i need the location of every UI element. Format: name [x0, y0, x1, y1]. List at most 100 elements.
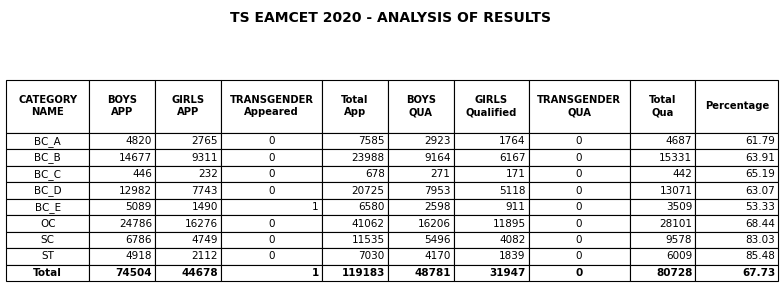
Text: 15331: 15331	[659, 153, 693, 163]
Text: 4170: 4170	[424, 251, 451, 262]
Text: 0: 0	[576, 235, 583, 245]
Text: 4918: 4918	[126, 251, 152, 262]
Text: 678: 678	[365, 169, 385, 179]
Text: 83.03: 83.03	[746, 235, 775, 245]
Text: 63.07: 63.07	[746, 185, 775, 196]
Text: 14677: 14677	[119, 153, 152, 163]
Text: 16206: 16206	[417, 218, 451, 229]
Text: ST: ST	[41, 251, 54, 262]
Text: 232: 232	[198, 169, 218, 179]
Text: 74504: 74504	[115, 268, 152, 278]
Text: 0: 0	[268, 218, 275, 229]
Text: 0: 0	[576, 136, 583, 146]
Text: 6009: 6009	[666, 251, 693, 262]
Text: 0: 0	[268, 251, 275, 262]
Text: Total
App: Total App	[341, 95, 369, 117]
Text: 119183: 119183	[342, 268, 385, 278]
Text: 68.44: 68.44	[746, 218, 775, 229]
Text: 12982: 12982	[119, 185, 152, 196]
Text: 23988: 23988	[352, 153, 385, 163]
Text: Total: Total	[34, 268, 62, 278]
Text: 11895: 11895	[492, 218, 526, 229]
Text: 5496: 5496	[424, 235, 451, 245]
Text: TRANSGENDER
QUA: TRANSGENDER QUA	[537, 95, 621, 117]
Text: 7743: 7743	[191, 185, 218, 196]
Text: 4082: 4082	[499, 235, 526, 245]
Text: 63.91: 63.91	[746, 153, 775, 163]
Text: 28101: 28101	[659, 218, 693, 229]
Text: 1839: 1839	[499, 251, 526, 262]
Text: 2112: 2112	[191, 251, 218, 262]
Text: 53.33: 53.33	[746, 202, 775, 212]
Text: 0: 0	[576, 268, 583, 278]
Text: 1: 1	[312, 202, 319, 212]
Text: 67.73: 67.73	[742, 268, 775, 278]
Text: 0: 0	[268, 136, 275, 146]
Text: CATEGORY
NAME: CATEGORY NAME	[18, 95, 77, 117]
Text: BC_B: BC_B	[34, 152, 61, 163]
Text: BOYS
APP: BOYS APP	[107, 95, 137, 117]
Text: Percentage: Percentage	[705, 101, 769, 111]
Text: 16276: 16276	[185, 218, 218, 229]
Text: 2765: 2765	[191, 136, 218, 146]
Text: 0: 0	[576, 218, 583, 229]
Text: 31947: 31947	[489, 268, 526, 278]
Text: BC_D: BC_D	[34, 185, 62, 196]
Text: Total
Qua: Total Qua	[649, 95, 676, 117]
Text: 442: 442	[672, 169, 693, 179]
Text: 446: 446	[132, 169, 152, 179]
Text: BC_A: BC_A	[34, 136, 61, 147]
Text: GIRLS
APP: GIRLS APP	[172, 95, 204, 117]
Text: 24786: 24786	[119, 218, 152, 229]
Text: 61.79: 61.79	[746, 136, 775, 146]
Text: 6580: 6580	[358, 202, 385, 212]
Text: 0: 0	[268, 169, 275, 179]
Text: 1764: 1764	[499, 136, 526, 146]
Text: 271: 271	[431, 169, 451, 179]
Text: 11535: 11535	[352, 235, 385, 245]
Text: 20725: 20725	[352, 185, 385, 196]
Text: 1: 1	[311, 268, 319, 278]
Text: 5118: 5118	[499, 185, 526, 196]
Text: 4687: 4687	[666, 136, 693, 146]
Text: BC_C: BC_C	[34, 169, 62, 179]
Text: 0: 0	[268, 185, 275, 196]
Text: 9578: 9578	[666, 235, 693, 245]
Text: 7585: 7585	[358, 136, 385, 146]
Text: 0: 0	[576, 251, 583, 262]
Text: 44678: 44678	[181, 268, 218, 278]
Text: 911: 911	[505, 202, 526, 212]
Text: GIRLS
Qualified: GIRLS Qualified	[466, 95, 517, 117]
Text: 9164: 9164	[424, 153, 451, 163]
Text: OC: OC	[40, 218, 55, 229]
Text: 2598: 2598	[424, 202, 451, 212]
Text: 80728: 80728	[656, 268, 693, 278]
Text: TS EAMCET 2020 - ANALYSIS OF RESULTS: TS EAMCET 2020 - ANALYSIS OF RESULTS	[229, 11, 551, 25]
Text: 171: 171	[505, 169, 526, 179]
Text: 0: 0	[268, 235, 275, 245]
Text: 85.48: 85.48	[746, 251, 775, 262]
Text: 1490: 1490	[191, 202, 218, 212]
Text: 3509: 3509	[666, 202, 693, 212]
Text: SC: SC	[41, 235, 55, 245]
Text: 13071: 13071	[659, 185, 693, 196]
Text: 0: 0	[576, 153, 583, 163]
Text: 0: 0	[576, 169, 583, 179]
Text: TRANSGENDER
Appeared: TRANSGENDER Appeared	[229, 95, 314, 117]
Text: 9311: 9311	[191, 153, 218, 163]
Text: 48781: 48781	[414, 268, 451, 278]
Text: BC_E: BC_E	[34, 202, 61, 212]
Text: 65.19: 65.19	[746, 169, 775, 179]
Text: 6167: 6167	[499, 153, 526, 163]
Text: 5089: 5089	[126, 202, 152, 212]
Text: 7953: 7953	[424, 185, 451, 196]
Text: BOYS
QUA: BOYS QUA	[406, 95, 436, 117]
Text: 4820: 4820	[126, 136, 152, 146]
Text: 6786: 6786	[126, 235, 152, 245]
Text: 4749: 4749	[191, 235, 218, 245]
Text: 7030: 7030	[359, 251, 385, 262]
Text: 0: 0	[268, 153, 275, 163]
Text: 41062: 41062	[352, 218, 385, 229]
Text: 2923: 2923	[424, 136, 451, 146]
Text: 0: 0	[576, 202, 583, 212]
